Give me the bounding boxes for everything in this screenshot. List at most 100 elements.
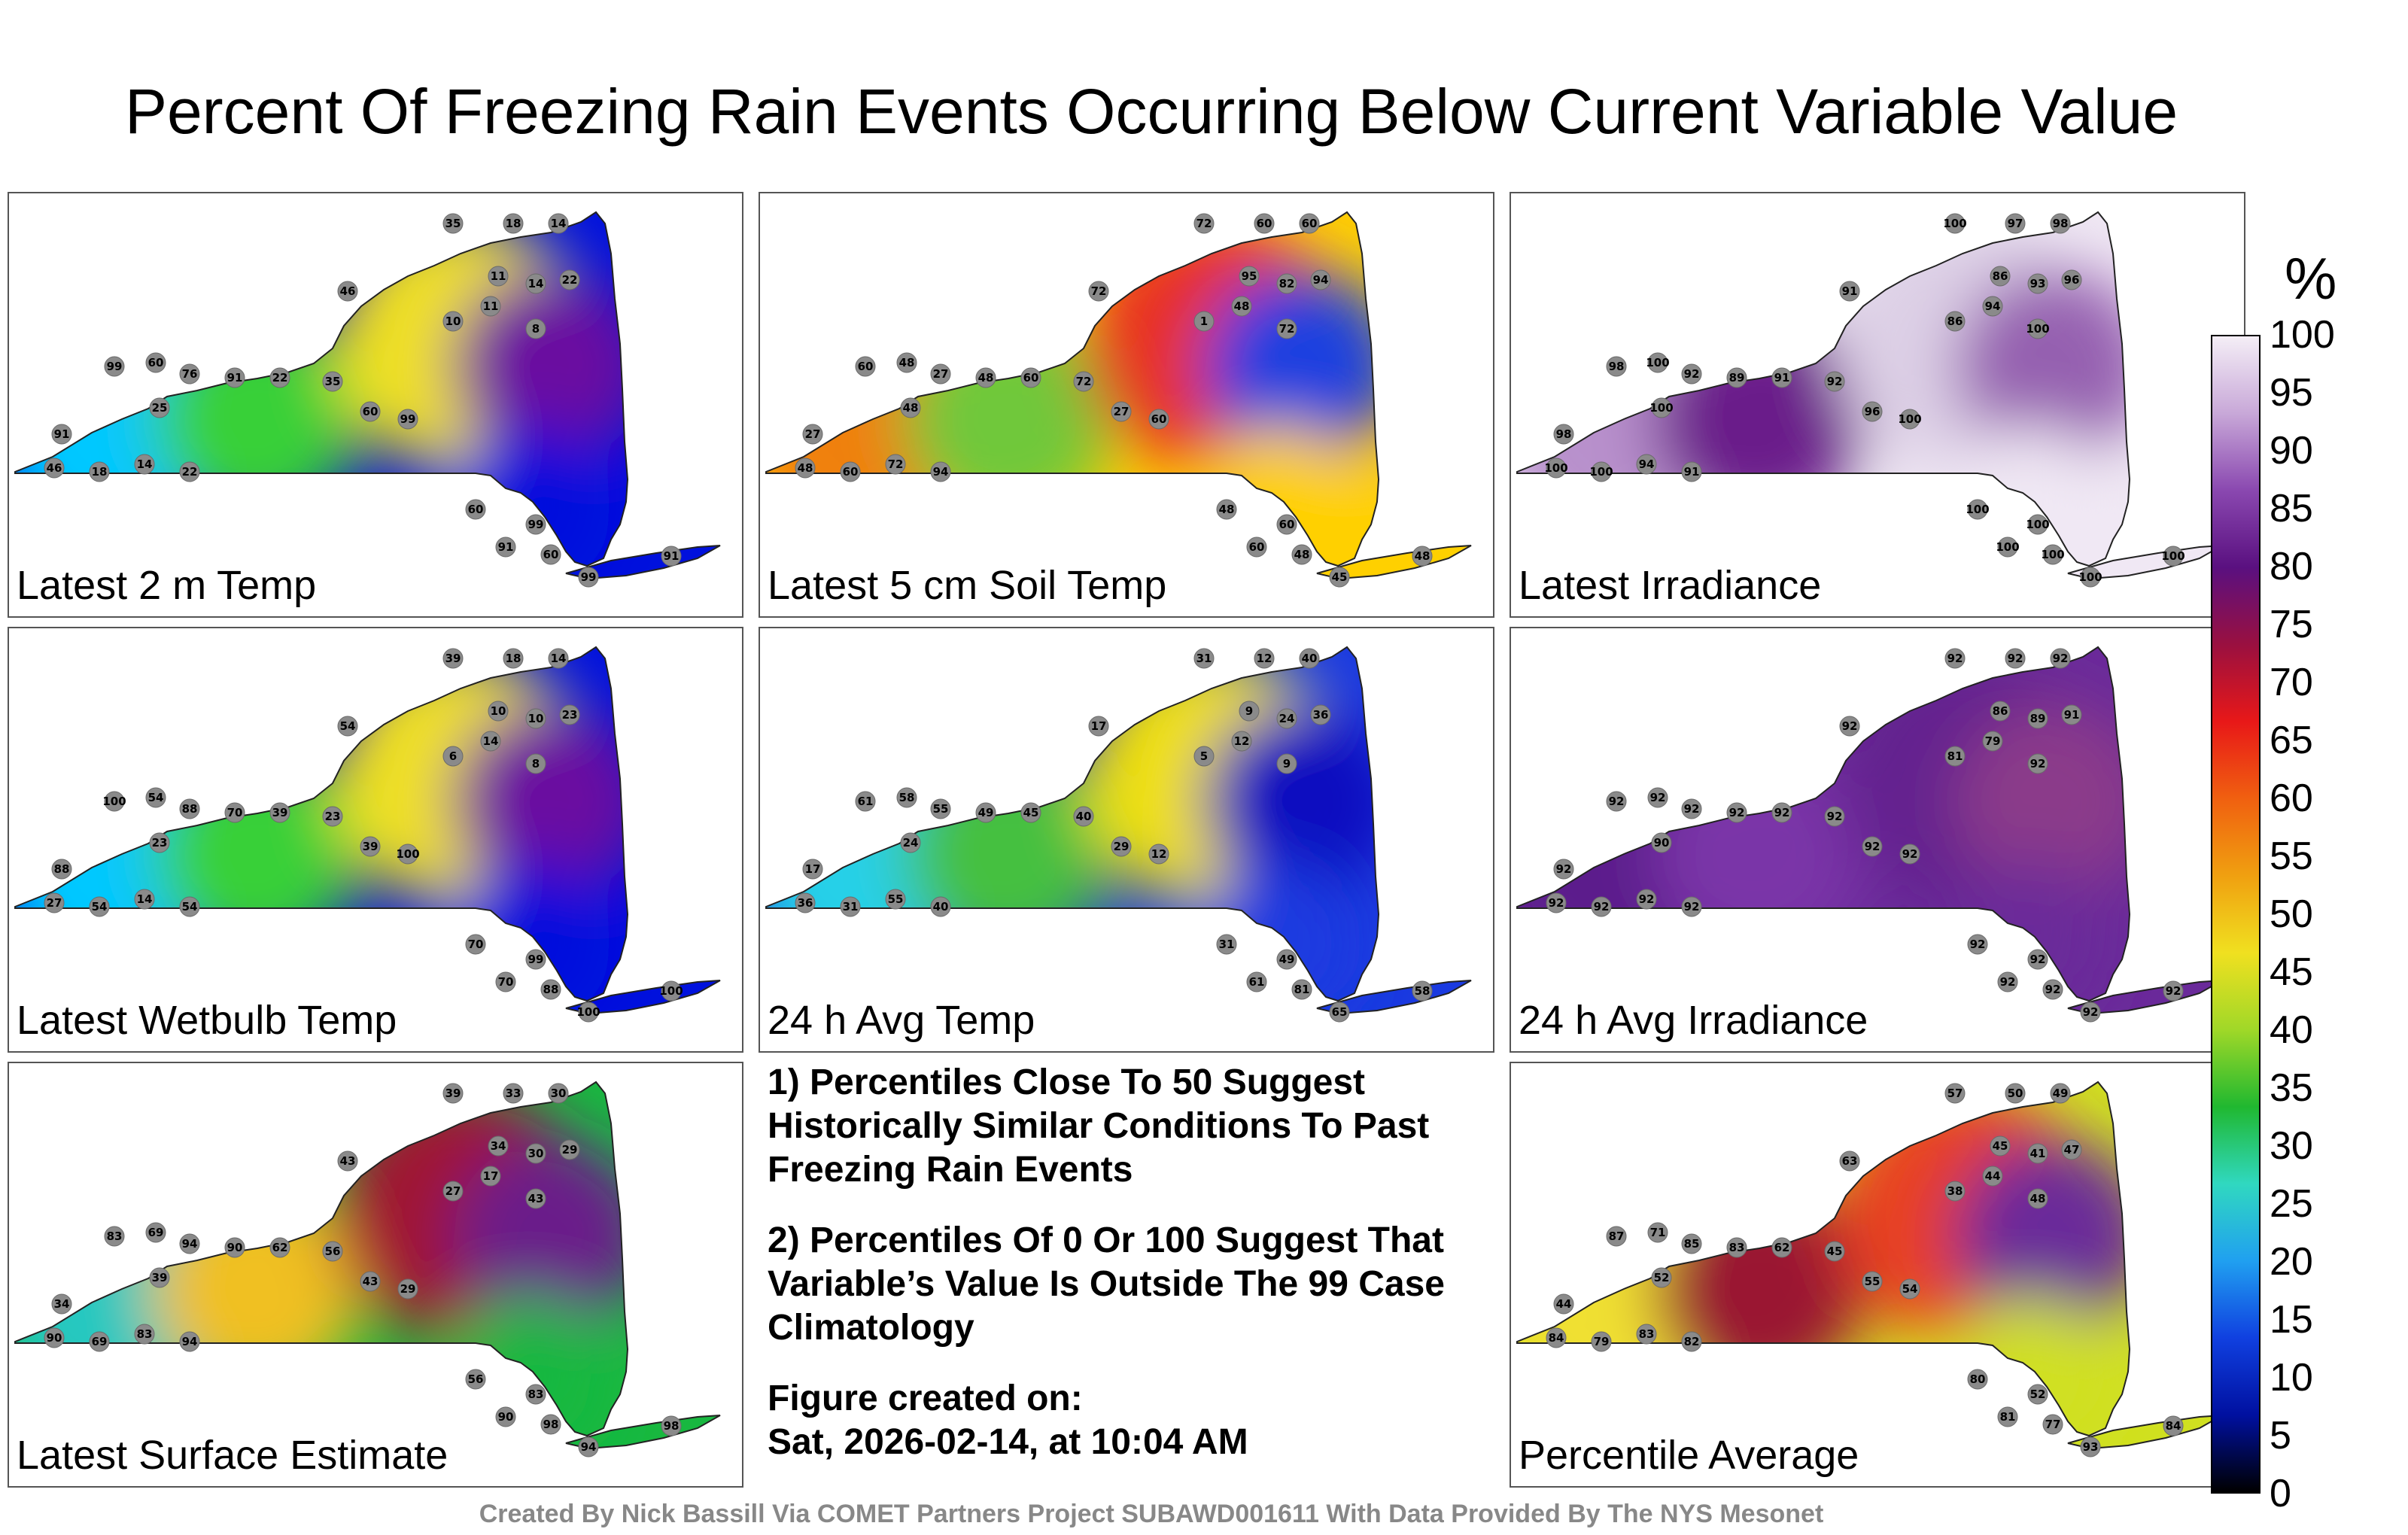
station-marker: [975, 802, 996, 823]
colorbar-tick: 85: [2270, 487, 2313, 530]
station-marker: [1276, 949, 1297, 970]
station-value: 18: [506, 652, 521, 665]
station-marker: [1276, 753, 1297, 774]
station-marker: [1254, 213, 1275, 234]
station-marker: [2005, 648, 2026, 669]
station-value: 92: [2030, 757, 2046, 771]
station-marker: [2080, 1002, 2101, 1023]
station-value: 100: [2041, 548, 2064, 561]
station-marker: [442, 746, 464, 767]
station-value: 52: [1654, 1271, 1670, 1284]
state-outline: [14, 646, 629, 1002]
station-value: 92: [1827, 375, 1843, 388]
station-value: 27: [933, 367, 949, 381]
station-value: 31: [843, 900, 859, 913]
station-marker: [480, 296, 501, 317]
station-value: 100: [659, 984, 683, 998]
station-value: 100: [1649, 401, 1673, 415]
station-marker: [1239, 701, 1260, 722]
station-value: 100: [1966, 503, 1989, 516]
panel-label: Latest Wetbulb Temp: [17, 998, 397, 1043]
station-marker: [179, 461, 200, 482]
station-marker: [44, 457, 65, 479]
station-value: 100: [1544, 461, 1567, 475]
panel-percentile-average: 57 50 49 63 45 41 47 44 38 48 87 71 85 83 62 45 55 54 52 44…: [1510, 1062, 2245, 1488]
station-marker: [1651, 832, 1672, 853]
station-marker: [1276, 318, 1297, 339]
station-value: 91: [1774, 371, 1790, 385]
station-value: 90: [1654, 836, 1670, 850]
state-outline: [14, 1081, 629, 1437]
station-value: 99: [400, 412, 416, 426]
note-1: 1) Percentiles Close To 50 Suggest Histo…: [768, 1062, 1430, 1190]
station-value: 100: [1898, 412, 1921, 426]
station-value: 22: [182, 465, 198, 479]
station-value: 72: [1196, 217, 1212, 230]
state-outline: [1516, 646, 2131, 1002]
station-value: 39: [152, 1271, 168, 1284]
station-marker: [1299, 213, 1320, 234]
station-marker: [1681, 798, 1702, 819]
station-value: 99: [528, 953, 544, 966]
station-marker: [1990, 266, 2011, 287]
station-value: 27: [445, 1184, 461, 1198]
station-marker: [1839, 281, 1860, 302]
station-value: 77: [2045, 1418, 2061, 1431]
station-value: 58: [899, 791, 915, 804]
station-value: 100: [2078, 570, 2102, 584]
station-value: 54: [1902, 1282, 1918, 1296]
station-value: 10: [491, 704, 506, 718]
station-value: 96: [2064, 273, 2080, 287]
station-marker: [930, 798, 951, 819]
station-marker: [1193, 311, 1215, 332]
station-marker: [337, 716, 358, 737]
colorbar-tick: 5: [2270, 1414, 2291, 1457]
station-value: 98: [1556, 427, 1572, 441]
station-value: 79: [1985, 734, 2001, 748]
station-marker: [1088, 716, 1109, 737]
panel-label: Latest Surface Estimate: [17, 1433, 448, 1478]
colorbar-tick: 30: [2270, 1124, 2313, 1168]
station-marker: [1944, 746, 1966, 767]
station-marker: [503, 1083, 524, 1104]
station-marker: [224, 1237, 245, 1258]
station-value: 60: [1249, 540, 1265, 554]
color-region: [453, 704, 649, 899]
panel-latest-2m-temp: 35 18 14 46 11 14 22 11 10 8 99 60 76 91 22 35 60 99 25 91 4…: [8, 192, 743, 618]
station-marker: [525, 753, 546, 774]
panel-latest-surface-estimate: 39 33 30 43 34 30 29 17 27 43 83 69 94 90 62 56 43 29 39 34…: [8, 1062, 743, 1488]
station-marker: [322, 806, 343, 827]
station-marker: [1839, 1150, 1860, 1172]
station-marker: [2027, 949, 2048, 970]
station-value: 55: [933, 802, 949, 816]
station-marker: [89, 461, 110, 482]
colorbar-tick: 55: [2270, 834, 2313, 878]
station-marker: [1276, 708, 1297, 729]
figure-title: Percent Of Freezing Rain Events Occurrin…: [124, 76, 2178, 147]
station-marker: [525, 1188, 546, 1209]
station-value: 72: [1279, 322, 1295, 336]
station-marker: [840, 896, 861, 917]
station-marker: [1591, 1331, 1612, 1352]
station-value: 100: [2026, 518, 2049, 531]
station-value: 89: [1729, 371, 1745, 385]
station-marker: [896, 787, 917, 808]
station-marker: [397, 1278, 418, 1299]
station-marker: [1546, 457, 1567, 479]
station-value: 43: [363, 1275, 379, 1288]
station-marker: [104, 356, 125, 377]
station-marker: [1193, 746, 1215, 767]
station-marker: [930, 461, 951, 482]
station-marker: [1726, 367, 1747, 388]
station-value: 60: [1257, 217, 1272, 230]
station-value: 83: [528, 1388, 544, 1401]
station-value: 93: [2083, 1440, 2099, 1454]
station-value: 60: [843, 465, 859, 479]
station-value: 61: [1249, 975, 1265, 989]
color-region: [453, 269, 649, 464]
station-marker: [1606, 1226, 1627, 1247]
state-outline: [565, 545, 721, 580]
station-marker: [1553, 1293, 1574, 1315]
station-marker: [2027, 273, 2048, 294]
station-value: 91: [1684, 465, 1700, 479]
